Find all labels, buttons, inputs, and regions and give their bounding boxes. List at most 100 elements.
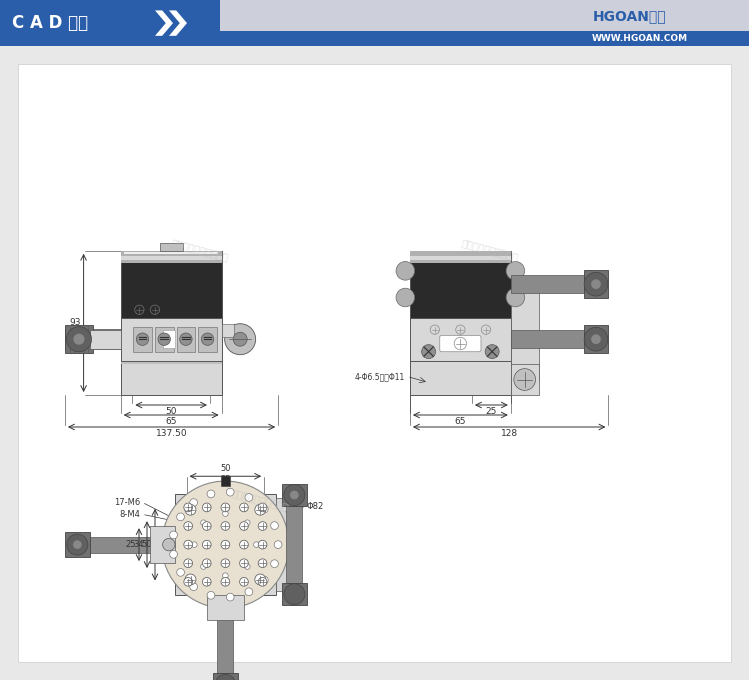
Bar [160, 243, 183, 251]
Circle shape [254, 542, 259, 547]
Circle shape [258, 559, 267, 568]
Circle shape [185, 505, 196, 515]
Circle shape [221, 503, 230, 512]
Bar [511, 275, 583, 293]
Text: 4-Φ6.5沉孔Φ11: 4-Φ6.5沉孔Φ11 [355, 372, 405, 381]
Text: 137.50: 137.50 [156, 429, 187, 438]
Bar [282, 484, 307, 506]
Bar [163, 330, 175, 348]
Circle shape [136, 333, 149, 345]
Circle shape [506, 288, 525, 307]
Circle shape [184, 503, 192, 512]
Circle shape [202, 503, 211, 512]
Circle shape [485, 345, 499, 358]
Bar [410, 251, 511, 318]
Text: 65: 65 [166, 417, 177, 426]
Circle shape [245, 588, 252, 596]
Circle shape [240, 503, 249, 512]
Circle shape [240, 522, 249, 530]
Circle shape [184, 559, 192, 568]
Text: 128: 128 [500, 429, 518, 438]
Bar [121, 251, 222, 318]
Text: 25: 25 [485, 407, 497, 416]
Circle shape [506, 262, 525, 280]
Text: 北京衡工仪器有限公司: 北京衡工仪器有限公司 [461, 237, 520, 262]
Polygon shape [155, 10, 173, 36]
Bar [155, 327, 174, 352]
Circle shape [270, 522, 279, 530]
Circle shape [189, 498, 198, 507]
Circle shape [184, 541, 192, 549]
Bar [220, 0, 749, 46]
Bar [410, 318, 511, 361]
Bar [276, 498, 294, 591]
Circle shape [184, 577, 192, 586]
Circle shape [221, 559, 230, 568]
Bar [18, 64, 731, 662]
Text: 50: 50 [142, 540, 152, 549]
Circle shape [170, 550, 178, 558]
Bar [0, 0, 220, 46]
Circle shape [514, 369, 536, 390]
Bar [282, 583, 307, 605]
Circle shape [226, 593, 234, 601]
Bar [410, 361, 511, 395]
Circle shape [73, 541, 82, 549]
Circle shape [170, 531, 178, 539]
Circle shape [202, 577, 211, 586]
Text: C A D 图纸: C A D 图纸 [12, 14, 88, 32]
Circle shape [202, 522, 211, 530]
Polygon shape [169, 10, 187, 36]
Circle shape [201, 520, 206, 526]
Circle shape [284, 583, 305, 605]
Bar [222, 324, 234, 337]
Text: 17-M6: 17-M6 [114, 498, 140, 507]
Bar [65, 325, 93, 353]
Bar [93, 333, 121, 345]
Circle shape [73, 334, 85, 345]
Circle shape [270, 560, 279, 568]
Bar [583, 325, 608, 353]
Text: 25: 25 [126, 540, 136, 549]
Circle shape [233, 333, 247, 346]
Text: 50: 50 [166, 407, 177, 416]
Bar [217, 595, 234, 673]
Circle shape [240, 577, 249, 586]
Bar [177, 327, 195, 352]
Bar [124, 252, 219, 254]
Circle shape [240, 541, 249, 549]
Bar [220, 31, 749, 46]
Circle shape [255, 574, 266, 585]
Circle shape [255, 505, 266, 515]
Bar [121, 318, 222, 361]
Circle shape [261, 576, 268, 584]
Bar [121, 256, 222, 260]
Circle shape [163, 539, 175, 551]
Circle shape [290, 491, 299, 499]
Bar [198, 327, 217, 352]
Circle shape [207, 490, 215, 498]
Circle shape [261, 505, 268, 513]
Text: 25: 25 [220, 475, 231, 484]
Circle shape [244, 564, 250, 569]
Circle shape [258, 522, 267, 530]
Circle shape [201, 333, 213, 345]
Circle shape [584, 327, 608, 351]
Text: 8-M4: 8-M4 [119, 510, 140, 519]
Circle shape [67, 534, 88, 555]
Circle shape [225, 324, 255, 355]
Circle shape [222, 511, 228, 516]
Circle shape [202, 541, 211, 549]
Circle shape [222, 573, 228, 579]
Circle shape [284, 484, 305, 505]
Text: 北京衡工仪器有限公司: 北京衡工仪器有限公司 [231, 488, 290, 513]
Circle shape [180, 333, 192, 345]
Bar [175, 494, 276, 595]
Circle shape [215, 675, 236, 680]
Bar [151, 526, 175, 563]
Circle shape [221, 577, 230, 586]
Text: Φ82: Φ82 [307, 502, 324, 511]
Bar [121, 361, 222, 395]
FancyBboxPatch shape [440, 335, 481, 352]
Circle shape [591, 335, 601, 344]
